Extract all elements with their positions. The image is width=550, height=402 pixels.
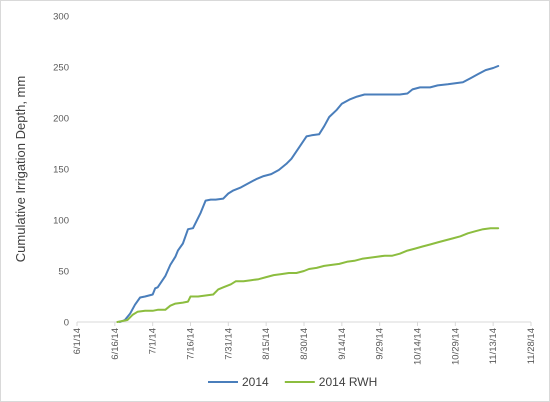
x-tick-label: 10/29/14: [450, 328, 461, 365]
y-tick-label: 100: [53, 216, 69, 227]
x-tick-label: 6/16/14: [110, 328, 121, 360]
x-tick-label: 9/29/14: [375, 328, 386, 360]
series-layer: [116, 65, 500, 323]
x-tick-label: 8/15/14: [261, 328, 272, 360]
y-tick-label: 50: [58, 267, 69, 278]
y-axis-title: Cumulative Irrigation Depth, mm: [13, 76, 28, 262]
y-tick-label: 0: [64, 318, 69, 329]
legend: 2014 2014 RWH: [208, 375, 377, 389]
y-tick-label: 200: [53, 114, 69, 125]
y-tick-label: 300: [53, 12, 69, 23]
x-tick-label: 11/13/14: [488, 328, 499, 364]
legend-label-2: 2014 RWH: [319, 375, 377, 389]
x-tick-label: 11/28/14: [526, 328, 537, 364]
x-tick-label: 8/30/14: [299, 328, 310, 360]
legend-label-1: 2014: [242, 375, 269, 389]
x-axis-ticks: 6/1/14 6/16/14 7/1/14 7/16/14 7/31/14 8/15/14…: [72, 322, 537, 365]
x-tick-label: 10/14/14: [413, 328, 424, 365]
x-tick-label: 6/1/14: [72, 328, 83, 354]
x-tick-label: 7/16/14: [186, 328, 197, 360]
y-tick-label: 150: [53, 165, 69, 176]
x-tick-label: 7/1/14: [148, 328, 159, 354]
y-axis-ticks: 0 50 100 150 200 250 300: [53, 12, 69, 329]
y-tick-label: 250: [53, 63, 69, 74]
series-line-1: [118, 65, 500, 323]
series-line-2: [116, 227, 500, 323]
x-tick-label: 9/14/14: [337, 328, 348, 360]
x-tick-label: 7/31/14: [223, 328, 234, 360]
